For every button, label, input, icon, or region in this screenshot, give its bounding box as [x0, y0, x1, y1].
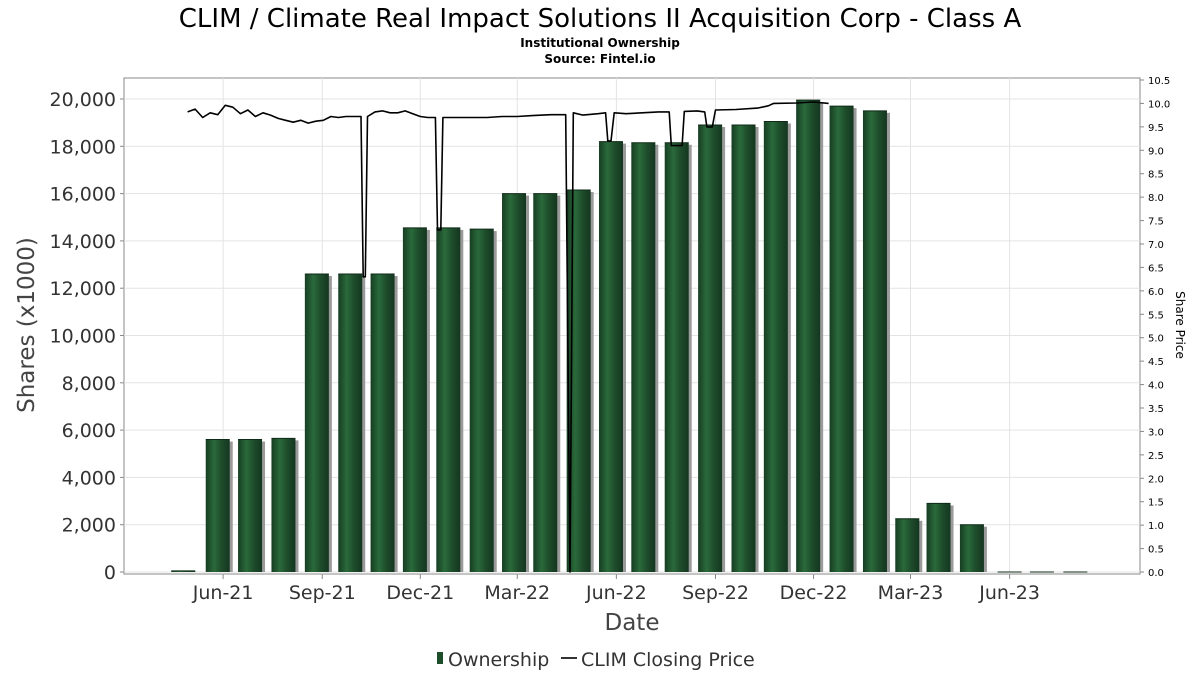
y2-tick-label: 10.5	[1148, 76, 1170, 87]
y-tick-label: 8,000	[62, 373, 116, 395]
y-tick-label: 20,000	[50, 89, 116, 111]
x-tick-label: Jun-22	[585, 582, 647, 604]
ownership-bar	[895, 518, 920, 572]
ownership-bar	[238, 439, 263, 572]
y2-tick-label: 4.5	[1148, 357, 1164, 368]
y-tick-label: 18,000	[50, 136, 116, 158]
x-tick-label: Jun-23	[978, 582, 1040, 604]
x-tick-label: Mar-22	[484, 582, 550, 604]
ownership-bar	[631, 142, 656, 572]
ownership-bar	[796, 100, 821, 573]
y-tick-label: 10,000	[50, 326, 116, 348]
x-axis-label: Date	[605, 610, 660, 636]
x-axis-ticks: Jun-21 Sep-21 Dec-21 Mar-22 Jun-22 Sep-22 Dec-…	[192, 574, 1040, 604]
ownership-bar	[862, 110, 887, 572]
y2-tick-label: 6.0	[1148, 287, 1164, 298]
ownership-bar	[664, 142, 689, 572]
ownership-bar	[731, 125, 756, 572]
ownership-bar	[436, 227, 461, 572]
y2-axis-ticks: 0.0 0.5 1.0 1.5 2.0 2.5 3.0 3.5 4.0 4.5 5.0 5.5 6.0 6…	[1140, 76, 1170, 579]
price-series-line	[187, 101, 829, 573]
y2-tick-label: 8.5	[1148, 170, 1164, 181]
price-line	[187, 101, 829, 573]
y-axis-ticks: 0 2,000 4,000 6,000 8,000 10,000 12,000 14,000 1…	[50, 89, 124, 584]
ownership-bar	[698, 125, 723, 572]
y-axis-label: Shares (x1000)	[14, 237, 40, 413]
ownership-bar	[205, 439, 230, 572]
ownership-bar	[469, 229, 494, 572]
ownership-bar	[338, 274, 363, 572]
ownership-bar	[763, 121, 788, 572]
x-tick-label: Jun-21	[192, 582, 254, 604]
y2-axis-label: Share Price	[1173, 291, 1187, 359]
y2-tick-label: 2.0	[1148, 474, 1164, 485]
y2-tick-label: 0.5	[1148, 545, 1164, 556]
x-tick-label: Dec-21	[386, 582, 454, 604]
ownership-bar	[304, 274, 329, 572]
x-tick-label: Sep-21	[289, 582, 356, 604]
legend-label-price: CLIM Closing Price	[581, 649, 755, 671]
ownership-bar	[959, 524, 984, 572]
y2-tick-label: 1.0	[1148, 521, 1164, 532]
chart-title: CLIM / Climate Real Impact Solutions II …	[179, 4, 1022, 34]
y2-tick-label: 3.5	[1148, 404, 1164, 415]
y-tick-label: 2,000	[62, 515, 116, 537]
y2-tick-label: 0.0	[1148, 568, 1164, 579]
y-tick-label: 4,000	[62, 467, 116, 489]
y2-tick-label: 1.5	[1148, 498, 1164, 509]
y2-tick-label: 5.0	[1148, 334, 1164, 345]
legend-swatch-ownership	[437, 652, 443, 664]
x-tick-label: Sep-22	[682, 582, 749, 604]
y2-tick-label: 7.0	[1148, 240, 1164, 251]
ownership-bar	[271, 438, 296, 572]
ownership-bar	[598, 141, 623, 572]
y-tick-label: 14,000	[50, 231, 116, 253]
y2-tick-label: 2.5	[1148, 451, 1164, 462]
y2-tick-label: 4.0	[1148, 381, 1164, 392]
legend: Ownership CLIM Closing Price	[437, 649, 755, 671]
y-tick-label: 12,000	[50, 278, 116, 300]
y-tick-label: 6,000	[62, 420, 116, 442]
x-tick-label: Dec-22	[780, 582, 848, 604]
y2-tick-label: 6.5	[1148, 263, 1164, 274]
y2-tick-label: 7.5	[1148, 217, 1164, 228]
y2-tick-label: 5.5	[1148, 310, 1164, 321]
y2-tick-label: 3.0	[1148, 427, 1164, 438]
y-tick-label: 0	[104, 562, 116, 584]
ownership-bar	[171, 570, 196, 572]
ownership-bar	[533, 193, 558, 572]
ownership-bar	[926, 503, 951, 572]
chart-subtitle-ownership: Institutional Ownership	[520, 36, 680, 50]
x-tick-label: Mar-23	[878, 582, 944, 604]
y2-tick-label: 9.5	[1148, 123, 1164, 134]
chart-subtitle-source: Source: Fintel.io	[544, 52, 655, 66]
ownership-bar	[402, 227, 427, 572]
ownership-bar	[829, 106, 854, 572]
y2-tick-label: 9.0	[1148, 146, 1164, 157]
ownership-bar	[502, 193, 527, 572]
y2-tick-label: 8.0	[1148, 193, 1164, 204]
y-tick-label: 16,000	[50, 184, 116, 206]
legend-label-ownership: Ownership	[448, 649, 549, 671]
ownership-bar	[370, 274, 395, 572]
ownership-bars	[171, 99, 1088, 573]
y2-tick-label: 10.0	[1148, 99, 1170, 110]
